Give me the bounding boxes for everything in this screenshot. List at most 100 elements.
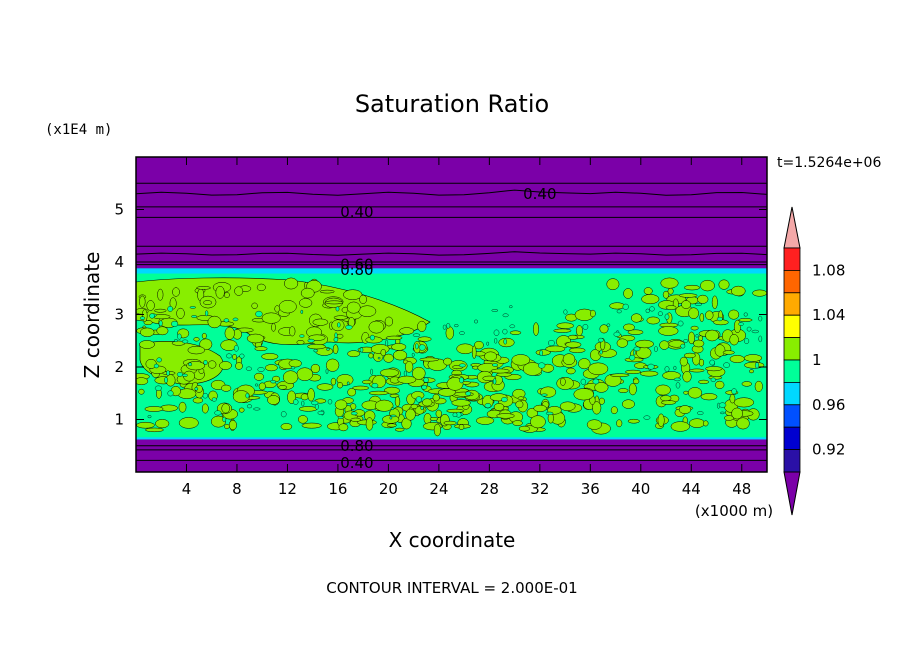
subsaturated-hole <box>446 323 451 329</box>
cloud-cell <box>496 413 515 419</box>
subsaturated-hole <box>465 391 472 396</box>
chart-title: Saturation Ratio <box>355 90 549 118</box>
cloud-cell <box>220 384 232 392</box>
subsaturated-hole <box>415 396 423 403</box>
cloud-cell <box>144 427 164 433</box>
subsaturated-hole <box>545 411 554 415</box>
cloud-cell <box>207 360 217 369</box>
cloud-cell <box>490 368 510 374</box>
cloud-cell <box>621 399 635 409</box>
colorbar-swatch <box>783 381 801 406</box>
subsaturated-hole <box>716 316 723 322</box>
cloud-cell <box>224 423 230 430</box>
subsaturated-hole <box>633 346 641 352</box>
cloud-cell <box>238 407 245 413</box>
cloud-cell <box>368 352 374 359</box>
cloud-cell <box>368 320 385 334</box>
cloud-cell <box>154 308 167 313</box>
subsaturated-hole <box>738 322 744 326</box>
cloud-cell <box>220 339 238 351</box>
x-axis: 4 8 12 16 20 24 28 32 36 40 44 48 <box>182 157 751 498</box>
cloud-cell <box>157 288 164 301</box>
subsaturated-hole <box>509 324 516 329</box>
cloud-cell <box>278 300 297 314</box>
cloud-cell <box>338 423 349 432</box>
subsaturated-hole <box>385 339 389 347</box>
subsaturated-hole <box>502 328 508 335</box>
subsaturated-hole <box>459 377 464 384</box>
y-tick-label: 2 <box>114 358 124 376</box>
cloud-cell <box>635 339 654 349</box>
cloud-cell <box>352 385 370 391</box>
cloud-cell <box>265 364 278 372</box>
cloud-cell <box>567 334 578 340</box>
subsaturated-hole <box>333 337 339 342</box>
colorbar-label: 1.08 <box>812 261 845 279</box>
colorbar: 1.08 1.04 1 0.96 0.92 <box>783 206 845 516</box>
subsaturated-hole <box>598 337 604 343</box>
subsaturated-hole <box>350 411 358 416</box>
cloud-cell <box>559 401 576 412</box>
cloud-cell <box>139 295 146 308</box>
cloud-cell <box>456 343 475 355</box>
subsaturated-hole <box>337 322 341 328</box>
subsaturated-hole <box>369 334 375 341</box>
cloud-cell <box>397 375 417 384</box>
cloud-cell <box>144 406 164 412</box>
cloud-cell <box>733 397 755 408</box>
subsaturated-hole <box>194 387 199 391</box>
subsaturated-hole <box>538 362 546 369</box>
cloud-cell <box>429 417 439 421</box>
cloud-cell <box>683 352 696 359</box>
cloud-cell <box>689 418 705 428</box>
cloud-cell <box>405 408 416 421</box>
contour-interval-footer: CONTOUR INTERVAL = 2.000E-01 <box>326 579 577 597</box>
subsaturated-hole <box>346 381 350 386</box>
cloud-cell <box>688 307 699 319</box>
cloud-cell <box>136 421 155 429</box>
cloud-cell <box>624 369 642 374</box>
cloud-cell <box>587 362 609 376</box>
colorbar-swatch <box>783 426 801 451</box>
colorbar-swatch <box>783 269 801 294</box>
cloud-cell <box>662 290 670 299</box>
subsaturated-hole <box>654 346 658 352</box>
cloud-cell <box>683 284 701 291</box>
subsaturated-hole <box>718 402 727 408</box>
subsaturated-hole <box>390 414 397 418</box>
cloud-cell <box>289 326 296 337</box>
cloud-cell <box>280 423 293 431</box>
cloud-cell <box>296 367 314 381</box>
cloud-cell <box>394 427 405 432</box>
subsaturated-hole <box>622 303 629 310</box>
cloud-cell <box>616 338 628 348</box>
cloud-cell <box>731 285 746 297</box>
cloud-cell <box>594 382 609 393</box>
subsaturated-hole <box>494 338 498 344</box>
cloud-cell <box>655 384 671 396</box>
cloud-cell <box>705 310 714 320</box>
subsaturated-hole <box>743 312 748 317</box>
subsaturated-hole <box>202 393 208 399</box>
cloud-cell <box>347 350 361 358</box>
cloud-cell <box>299 298 313 308</box>
cloud-cell <box>667 287 674 295</box>
subsaturated-hole <box>327 399 333 405</box>
subsaturated-hole <box>486 341 490 346</box>
subsaturated-hole <box>300 309 304 314</box>
cloud-cell <box>319 289 335 294</box>
cloud-cell <box>254 372 264 381</box>
cloud-cell <box>330 377 337 386</box>
subsaturated-hole <box>255 383 259 387</box>
cloud-cell <box>741 381 752 387</box>
cloud-cell <box>512 420 523 426</box>
subsaturated-hole <box>675 382 681 389</box>
cloud-cell <box>729 334 739 346</box>
y-tick-label: 1 <box>114 411 124 429</box>
cloud-cell <box>300 287 315 299</box>
cloud-cell <box>232 353 237 360</box>
cloud-cell <box>618 388 629 393</box>
cloud-cell <box>660 400 677 405</box>
subsaturated-hole <box>484 403 492 409</box>
